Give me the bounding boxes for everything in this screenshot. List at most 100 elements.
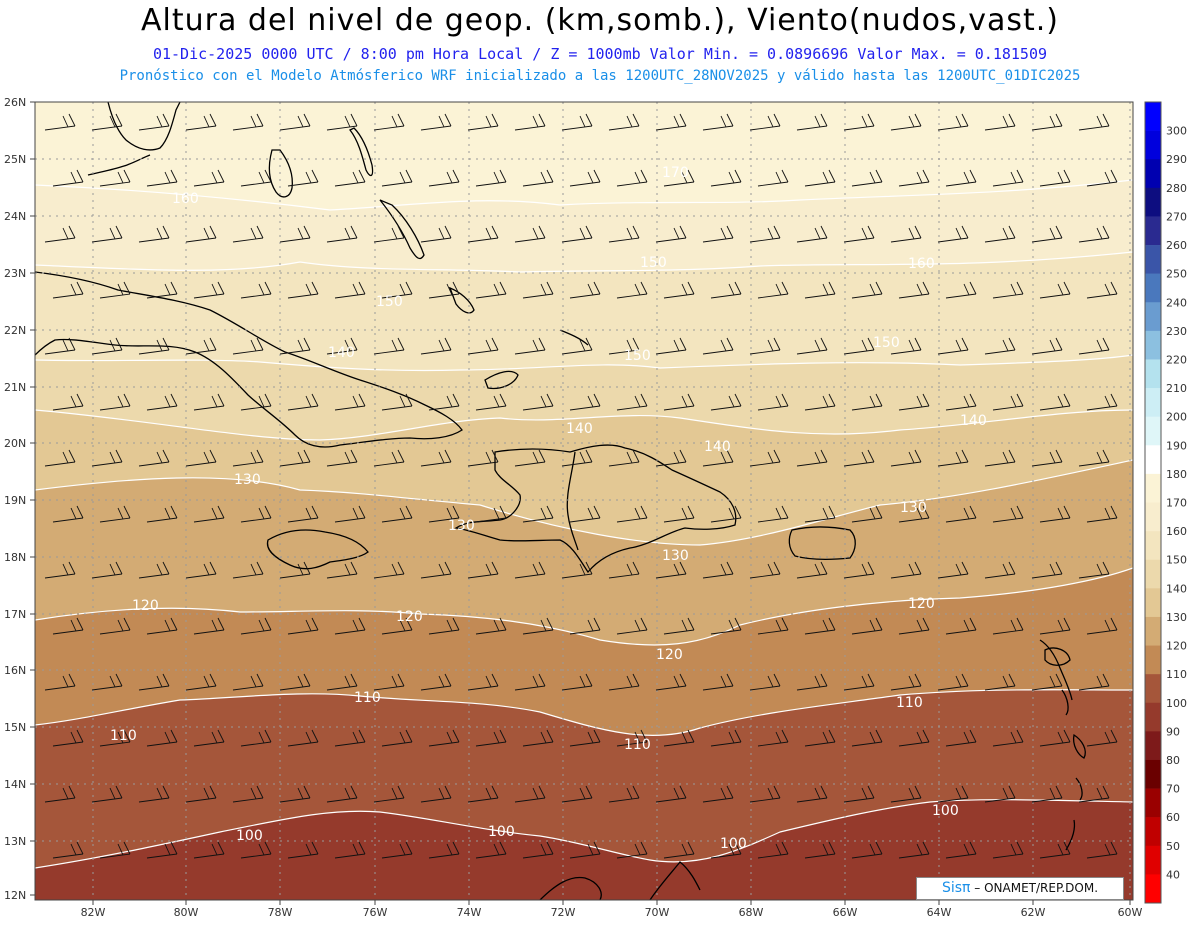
wind-barb (796, 225, 828, 243)
latitude-label: 13N (4, 835, 26, 848)
wind-barb (890, 449, 922, 467)
bahamas-andros (268, 149, 293, 198)
longitude-labels: 82W 80W 78W 76W 74W 72W 70W 68W 66W 64W 62W 60W (81, 900, 1143, 919)
wind-barb (522, 505, 554, 523)
map-frame (34, 101, 1134, 901)
wind-barb (514, 449, 546, 467)
wind-barb (475, 617, 507, 635)
wind-barb (428, 505, 460, 523)
wind-barb (232, 785, 264, 803)
wind-barb (240, 393, 272, 411)
wind-barb (1086, 169, 1118, 187)
wind-barb (616, 729, 648, 747)
wind-barb (381, 393, 413, 411)
wind-barb (569, 505, 601, 523)
wind-barb (804, 617, 836, 635)
wind-barb (655, 113, 687, 131)
wind-barb (287, 281, 319, 299)
isohypse-130 (35, 409, 1133, 441)
wind-barb (796, 449, 828, 467)
contour-label: 130 (900, 500, 927, 516)
latitude-label: 26N (4, 96, 26, 109)
wind-barb (608, 561, 640, 579)
wind-barb (52, 617, 84, 635)
wind-barb (240, 281, 272, 299)
wind-barb (804, 281, 836, 299)
wind-barb (757, 505, 789, 523)
wind-barb (569, 169, 601, 187)
wind-barb (193, 505, 225, 523)
colorbar-swatch (1145, 359, 1161, 389)
longitude-label: 72W (551, 906, 576, 919)
latitude-label: 18N (4, 551, 26, 564)
wind-barb (1039, 505, 1071, 523)
contour-label: 100 (720, 836, 747, 852)
wind-barb (1078, 225, 1110, 243)
wind-barb (843, 337, 875, 355)
wind-barb (992, 841, 1024, 859)
wind-barb (381, 617, 413, 635)
wind-barb (663, 393, 695, 411)
colorbar-label: 40 (1166, 868, 1180, 881)
wind-barb (44, 561, 76, 579)
wind-barb (287, 169, 319, 187)
colorbar-label: 290 (1166, 153, 1187, 166)
longitude-label: 70W (645, 906, 670, 919)
wind-barb (984, 561, 1016, 579)
wind-barb (428, 281, 460, 299)
wind-barb (467, 673, 499, 691)
colorbar-label: 230 (1166, 325, 1187, 338)
wind-barb (514, 337, 546, 355)
colorbar-swatch (1145, 588, 1161, 618)
wind-barb (381, 169, 413, 187)
wind-barb (1078, 673, 1110, 691)
wind-barb (984, 225, 1016, 243)
wind-barb (616, 841, 648, 859)
wind-barb (44, 449, 76, 467)
wind-barb (334, 617, 366, 635)
wind-barb (232, 225, 264, 243)
wind-barb (138, 337, 170, 355)
credit-org-text: – ONAMET/REP.DOM. (970, 881, 1099, 895)
wind-barb (757, 729, 789, 747)
wind-barb (52, 281, 84, 299)
wind-barb (240, 841, 272, 859)
credit-box: Sisπ – ONAMET/REP.DOM. (916, 877, 1124, 900)
lesser-antilles-north (1039, 639, 1073, 701)
wind-barb (937, 785, 969, 803)
colorbar-label: 120 (1166, 640, 1187, 653)
colorbar-swatch (1145, 445, 1161, 475)
contour-labels: 170 160 160 150 150 150 150 140 140 140 … (110, 165, 987, 852)
wind-barb (52, 841, 84, 859)
wind-barb (240, 729, 272, 747)
wind-barb (945, 841, 977, 859)
wind-barb (138, 113, 170, 131)
wind-barb (467, 337, 499, 355)
contour-label: 100 (932, 803, 959, 819)
colorbar-label: 170 (1166, 497, 1187, 510)
wind-barb (279, 337, 311, 355)
latitude-label: 17N (4, 608, 26, 621)
wind-barb (1078, 337, 1110, 355)
wind-barb (655, 785, 687, 803)
colorbar-label: 60 (1166, 811, 1180, 824)
wind-barb (146, 617, 178, 635)
latitude-label: 15N (4, 721, 26, 734)
wind-barb (898, 169, 930, 187)
wind-barb (710, 841, 742, 859)
wind-barb (373, 673, 405, 691)
florida-coast (107, 102, 181, 151)
wind-barb (1039, 617, 1071, 635)
latitude-label: 16N (4, 664, 26, 677)
wind-barb (1039, 729, 1071, 747)
colorbar-label: 70 (1166, 783, 1180, 796)
wind-barb (710, 281, 742, 299)
wind-barb (702, 561, 734, 579)
wind-barb (467, 225, 499, 243)
wind-barb (475, 505, 507, 523)
contour-label: 120 (908, 596, 935, 612)
wind-barb (326, 561, 358, 579)
colorbar-swatch (1145, 616, 1161, 646)
colorbar-swatch (1145, 817, 1161, 847)
wind-barb (91, 561, 123, 579)
